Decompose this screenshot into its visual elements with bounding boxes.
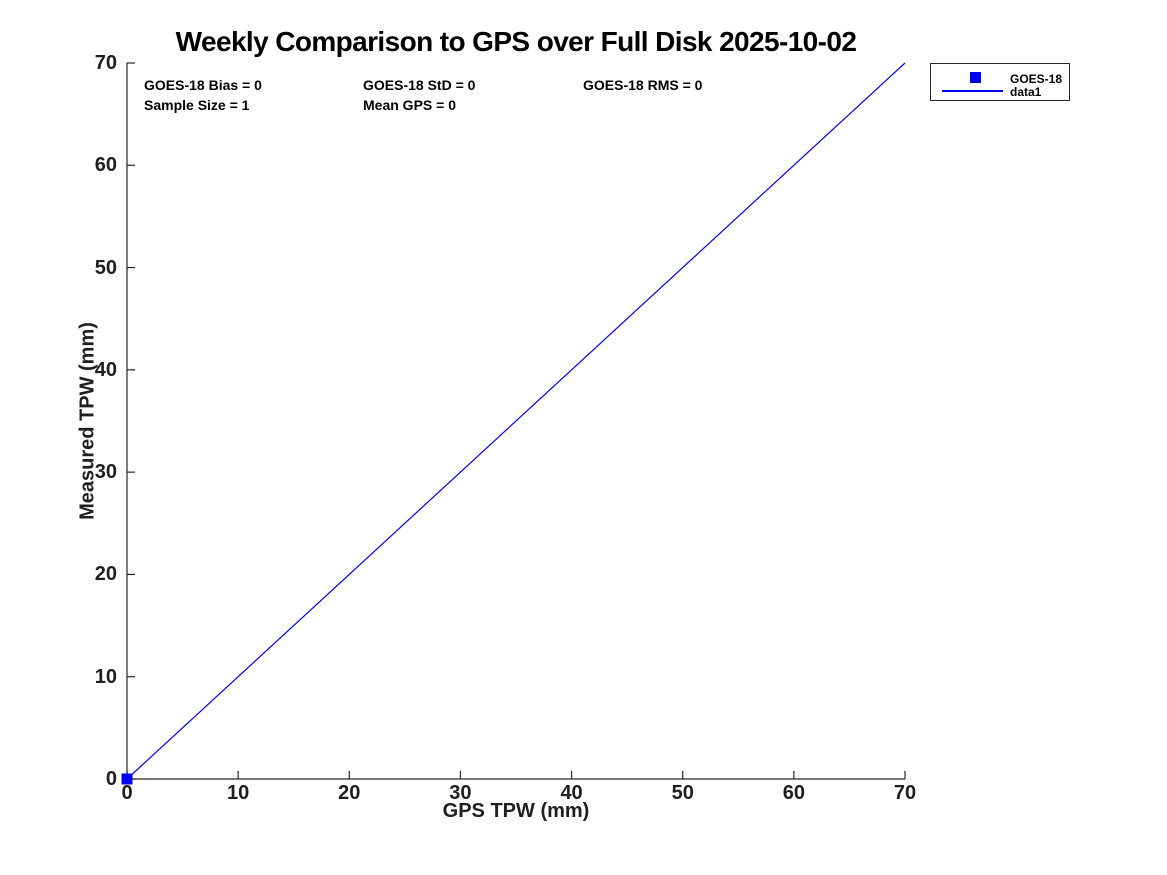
x-axis-label: GPS TPW (mm) [442, 800, 590, 822]
x-tick-label: 20 [338, 782, 361, 804]
x-tick-label: 40 [560, 782, 583, 804]
legend-line-sample-icon [942, 90, 1003, 92]
chart-title: Weekly Comparison to GPS over Full Disk … [175, 26, 857, 57]
x-tick-label: 50 [671, 782, 694, 804]
x-tick-label: 0 [121, 782, 133, 804]
legend-entry-data1: data1 [1010, 85, 1042, 99]
stat-sample-size: Sample Size = 1 [144, 97, 250, 113]
y-tick-label: 70 [94, 52, 117, 74]
stat-bias: GOES-18 Bias = 0 [144, 77, 262, 93]
y-axis-label: Measured TPW (mm) [76, 322, 99, 520]
y-tick-label: 10 [94, 665, 117, 688]
y-tick-label: 60 [94, 154, 117, 177]
series-line-data1 [126, 62, 906, 780]
legend-box: GOES-18 data1 [930, 63, 1070, 101]
legend-square-marker-icon [970, 72, 981, 83]
x-tick-label: 30 [449, 782, 472, 804]
stat-mean-gps: Mean GPS = 0 [363, 97, 456, 113]
y-tick-label: 20 [94, 563, 117, 586]
x-tick-label: 60 [782, 782, 805, 804]
y-tick-label: 30 [94, 461, 117, 484]
y-tick-label: 40 [94, 358, 117, 381]
y-tick-label: 50 [94, 256, 117, 279]
stat-rms: GOES-18 RMS = 0 [583, 77, 703, 93]
x-tick-label: 70 [893, 782, 917, 804]
stat-std: GOES-18 StD = 0 [363, 77, 476, 93]
legend-entry-goes18: GOES-18 [1010, 72, 1063, 86]
y-tick-label: 0 [105, 768, 117, 790]
x-tick-label: 10 [227, 782, 250, 804]
